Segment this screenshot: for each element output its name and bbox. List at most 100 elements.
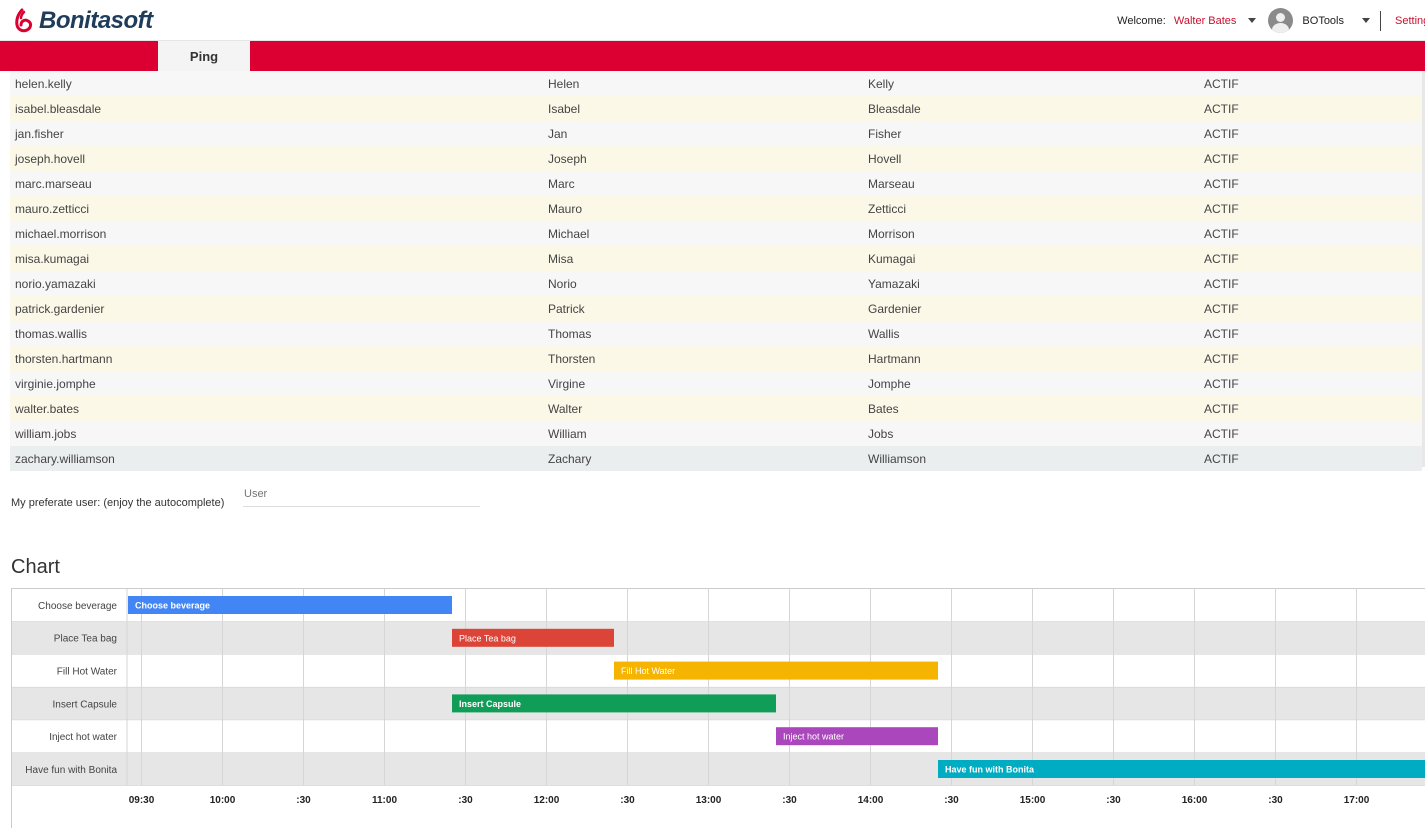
axis-tick-label: 14:00 <box>858 795 884 806</box>
timeline-bar[interactable] <box>452 694 776 713</box>
timeline-bar[interactable] <box>452 628 614 647</box>
table-row[interactable]: misa.kumagai Misa Kumagai ACTIF <box>10 246 1422 271</box>
axis-tick-label: :30 <box>1268 795 1283 806</box>
cell-username: thorsten.hartmann <box>15 351 113 366</box>
cell-username: helen.kelly <box>15 76 72 91</box>
cell-first: Isabel <box>548 101 581 116</box>
table-row[interactable]: marc.marseau Marc Marseau ACTIF <box>10 171 1422 196</box>
cell-first: Patrick <box>548 301 585 316</box>
axis-tick-label: 13:00 <box>696 795 722 806</box>
welcome-label: Welcome: <box>1117 14 1166 27</box>
app-nav-bar: Ping <box>0 41 1425 71</box>
cell-status: ACTIF <box>1204 176 1239 191</box>
table-row[interactable]: mauro.zetticci Mauro Zetticci ACTIF <box>10 196 1422 221</box>
cell-status: ACTIF <box>1204 251 1239 266</box>
axis-tick-label: :30 <box>944 795 959 806</box>
cell-last: Hartmann <box>868 351 921 366</box>
cell-username: norio.yamazaki <box>15 276 96 291</box>
axis-tick-label: 12:00 <box>534 795 560 806</box>
settings-link[interactable]: Settings <box>1395 14 1425 27</box>
avatar-icon[interactable] <box>1268 8 1294 33</box>
cell-last: Kelly <box>868 76 895 91</box>
scrollbar-track[interactable] <box>1422 71 1425 467</box>
axis-tick-label: :30 <box>782 795 797 806</box>
axis-area <box>12 785 1425 828</box>
timeline-row-label: Fill Hot Water <box>57 667 118 678</box>
cell-last: Bates <box>868 401 899 416</box>
table-row[interactable]: michael.morrison Michael Morrison ACTIF <box>10 221 1422 246</box>
table-row[interactable]: joseph.hovell Joseph Hovell ACTIF <box>10 146 1422 171</box>
timeline-bar-label: Fill Hot Water <box>621 666 675 676</box>
cell-status: ACTIF <box>1204 226 1239 241</box>
bonitasoft-logo[interactable]: Bonitasoft <box>13 7 153 35</box>
top-header: Bonitasoft Welcome: Walter Bates BOTools… <box>0 0 1425 41</box>
cell-username: mauro.zetticci <box>15 201 90 216</box>
cell-last: Jomphe <box>868 376 911 391</box>
current-user-name[interactable]: Walter Bates <box>1173 14 1237 27</box>
timeline-bar-label: Have fun with Bonita <box>945 765 1035 775</box>
table-row[interactable]: isabel.bleasdale Isabel Bleasdale ACTIF <box>10 96 1422 121</box>
preferred-user-input[interactable] <box>243 482 480 507</box>
cell-first: Michael <box>548 226 590 241</box>
cell-username: thomas.wallis <box>15 326 88 341</box>
cell-last: Yamazaki <box>868 276 920 291</box>
chart-title: Chart <box>11 556 60 578</box>
cell-username: joseph.hovell <box>15 151 86 166</box>
app-selector-label[interactable]: BOTools <box>1302 14 1344 27</box>
cell-last: Bleasdale <box>868 101 921 116</box>
axis-tick-label: 10:00 <box>210 795 236 806</box>
axis-tick-label: 17:00 <box>1344 795 1370 806</box>
user-dropdown-caret-icon[interactable] <box>1248 18 1257 23</box>
cell-first: Zachary <box>548 451 592 466</box>
cell-first: Walter <box>548 401 583 416</box>
cell-username: isabel.bleasdale <box>15 101 102 116</box>
table-row[interactable]: virginie.jomphe Virgine Jomphe ACTIF <box>10 371 1422 396</box>
table-row[interactable]: jan.fisher Jan Fisher ACTIF <box>10 121 1422 146</box>
cell-last: Kumagai <box>868 251 916 266</box>
table-row[interactable]: walter.bates Walter Bates ACTIF <box>10 396 1422 421</box>
cell-first: Thorsten <box>548 351 596 366</box>
cell-status: ACTIF <box>1204 351 1239 366</box>
cell-first: Marc <box>548 176 575 191</box>
cell-last: Jobs <box>868 426 894 441</box>
cell-first: Helen <box>548 76 580 91</box>
cell-status: ACTIF <box>1204 301 1239 316</box>
cell-username: jan.fisher <box>15 126 64 141</box>
cell-first: Norio <box>548 276 577 291</box>
users-table: helen.kelly Helen Kelly ACTIF isabel.bleasda… <box>10 71 1422 471</box>
axis-tick-label: 15:00 <box>1020 795 1046 806</box>
cell-last: Zetticci <box>868 201 907 216</box>
axis-tick-label: 11:00 <box>372 795 397 806</box>
timeline-bar[interactable] <box>776 727 938 746</box>
timeline-row-label: Place Tea bag <box>54 634 117 645</box>
axis-tick-label: :30 <box>296 795 311 806</box>
cell-first: Joseph <box>548 151 587 166</box>
cell-status: ACTIF <box>1204 276 1239 291</box>
cell-first: William <box>548 426 587 441</box>
table-row[interactable]: thomas.wallis Thomas Wallis ACTIF <box>10 321 1422 346</box>
timeline-bar-label: Choose beverage <box>135 601 210 611</box>
timeline-bar[interactable] <box>128 596 452 614</box>
timeline-row-label: Inject hot water <box>49 732 117 743</box>
table-row[interactable]: helen.kelly Helen Kelly ACTIF <box>10 71 1422 96</box>
cell-status: ACTIF <box>1204 401 1239 416</box>
cell-status: ACTIF <box>1204 126 1239 141</box>
timeline-row-bg <box>12 720 1425 753</box>
cell-status: ACTIF <box>1204 451 1239 466</box>
table-row[interactable]: william.jobs William Jobs ACTIF <box>10 421 1422 446</box>
cell-status: ACTIF <box>1204 426 1239 441</box>
table-row[interactable]: patrick.gardenier Patrick Gardenier ACTIF <box>10 296 1422 321</box>
table-row[interactable]: norio.yamazaki Norio Yamazaki ACTIF <box>10 271 1422 296</box>
timeline-row-label: Have fun with Bonita <box>25 765 117 776</box>
timeline-bar-label: Insert Capsule <box>459 699 521 709</box>
table-row[interactable]: thorsten.hartmann Thorsten Hartmann ACTIF <box>10 346 1422 371</box>
app-dropdown-caret-icon[interactable] <box>1362 18 1370 23</box>
timeline-bar[interactable] <box>614 661 938 680</box>
tab-ping[interactable]: Ping <box>158 41 250 71</box>
table-row[interactable]: zachary.williamson Zachary Williamson ACTIF <box>10 446 1422 471</box>
cell-username: william.jobs <box>15 426 77 441</box>
timeline-chart: Choose beverage Choose beverage Place Tea … <box>11 588 1425 828</box>
axis-tick-label: :30 <box>620 795 635 806</box>
cell-last: Gardenier <box>868 301 922 316</box>
timeline-bar[interactable] <box>938 760 1425 778</box>
